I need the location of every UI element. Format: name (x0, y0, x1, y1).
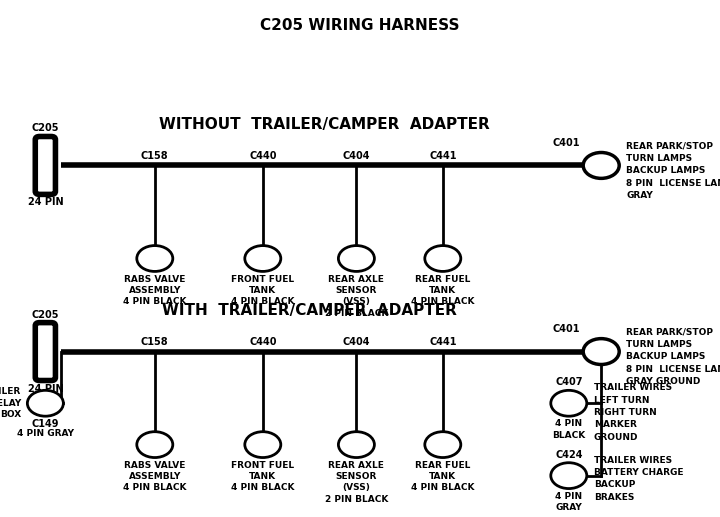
Text: REAR PARK/STOP: REAR PARK/STOP (626, 327, 714, 337)
Circle shape (245, 432, 281, 458)
Text: WITH  TRAILER/CAMPER  ADAPTER: WITH TRAILER/CAMPER ADAPTER (162, 302, 457, 318)
Text: FRONT FUEL: FRONT FUEL (231, 461, 294, 469)
Text: REAR AXLE: REAR AXLE (328, 275, 384, 283)
Text: REAR PARK/STOP: REAR PARK/STOP (626, 141, 714, 150)
Text: BLACK: BLACK (552, 431, 585, 439)
Circle shape (425, 432, 461, 458)
Text: 4 PIN BLACK: 4 PIN BLACK (123, 483, 186, 492)
Text: RABS VALVE: RABS VALVE (124, 275, 186, 283)
Circle shape (338, 432, 374, 458)
Circle shape (551, 390, 587, 416)
Text: BACKUP LAMPS: BACKUP LAMPS (626, 166, 706, 175)
Text: 4 PIN BLACK: 4 PIN BLACK (231, 483, 294, 492)
Text: GRAY: GRAY (626, 191, 653, 200)
Circle shape (27, 390, 63, 416)
Text: 4 PIN: 4 PIN (555, 419, 582, 428)
Circle shape (551, 463, 587, 489)
Text: TANK: TANK (429, 472, 456, 481)
Circle shape (137, 432, 173, 458)
Text: 2 PIN BLACK: 2 PIN BLACK (325, 309, 388, 317)
Text: 8 PIN  LICENSE LAMPS: 8 PIN LICENSE LAMPS (626, 178, 720, 188)
Text: (VSS): (VSS) (343, 297, 370, 306)
Text: BOX: BOX (0, 410, 22, 419)
Circle shape (245, 246, 281, 271)
Text: TANK: TANK (429, 286, 456, 295)
Text: 8 PIN  LICENSE LAMPS: 8 PIN LICENSE LAMPS (626, 364, 720, 374)
Circle shape (583, 153, 619, 178)
Text: BACKUP: BACKUP (594, 480, 635, 490)
Text: WITHOUT  TRAILER/CAMPER  ADAPTER: WITHOUT TRAILER/CAMPER ADAPTER (158, 116, 490, 132)
Text: GRAY GROUND: GRAY GROUND (626, 377, 701, 386)
Text: TANK: TANK (249, 472, 276, 481)
Text: 4 PIN: 4 PIN (555, 492, 582, 500)
FancyBboxPatch shape (35, 136, 55, 194)
Circle shape (137, 246, 173, 271)
Text: 4 PIN GRAY: 4 PIN GRAY (17, 429, 74, 437)
Text: SENSOR: SENSOR (336, 286, 377, 295)
Text: C205: C205 (32, 124, 59, 133)
Text: 24 PIN: 24 PIN (27, 384, 63, 393)
Text: C441: C441 (429, 338, 456, 347)
Text: 4 PIN BLACK: 4 PIN BLACK (123, 297, 186, 306)
Text: REAR FUEL: REAR FUEL (415, 275, 470, 283)
Text: C401: C401 (552, 139, 580, 148)
Text: BACKUP LAMPS: BACKUP LAMPS (626, 352, 706, 361)
Text: GRAY: GRAY (555, 503, 582, 512)
Text: ASSEMBLY: ASSEMBLY (129, 472, 181, 481)
Text: BATTERY CHARGE: BATTERY CHARGE (594, 468, 683, 477)
Text: C401: C401 (552, 325, 580, 334)
Text: 4 PIN BLACK: 4 PIN BLACK (411, 297, 474, 306)
Text: TRAILER: TRAILER (0, 387, 22, 397)
Text: LEFT TURN: LEFT TURN (594, 396, 649, 405)
Text: TURN LAMPS: TURN LAMPS (626, 154, 693, 163)
Text: 24 PIN: 24 PIN (27, 197, 63, 207)
Text: MARKER: MARKER (594, 420, 637, 430)
Text: FRONT FUEL: FRONT FUEL (231, 275, 294, 283)
Text: C205: C205 (32, 310, 59, 320)
Text: C440: C440 (249, 338, 276, 347)
Text: REAR FUEL: REAR FUEL (415, 461, 470, 469)
Text: ASSEMBLY: ASSEMBLY (129, 286, 181, 295)
Text: RIGHT TURN: RIGHT TURN (594, 408, 657, 417)
Text: 4 PIN BLACK: 4 PIN BLACK (411, 483, 474, 492)
Text: SENSOR: SENSOR (336, 472, 377, 481)
FancyBboxPatch shape (35, 323, 55, 381)
Text: C158: C158 (141, 338, 168, 347)
Text: GROUND: GROUND (594, 433, 639, 442)
Text: C404: C404 (343, 151, 370, 161)
Text: TRAILER WIRES: TRAILER WIRES (594, 455, 672, 465)
Text: C149: C149 (32, 419, 59, 429)
Text: BRAKES: BRAKES (594, 493, 634, 502)
Text: TANK: TANK (249, 286, 276, 295)
Text: C440: C440 (249, 151, 276, 161)
Text: 2 PIN BLACK: 2 PIN BLACK (325, 495, 388, 504)
Text: REAR AXLE: REAR AXLE (328, 461, 384, 469)
Circle shape (425, 246, 461, 271)
Text: C158: C158 (141, 151, 168, 161)
Text: 4 PIN BLACK: 4 PIN BLACK (231, 297, 294, 306)
Text: TRAILER WIRES: TRAILER WIRES (594, 383, 672, 392)
Text: TURN LAMPS: TURN LAMPS (626, 340, 693, 349)
Text: C205 WIRING HARNESS: C205 WIRING HARNESS (260, 18, 460, 33)
Text: C407: C407 (555, 377, 582, 387)
Text: RABS VALVE: RABS VALVE (124, 461, 186, 469)
Text: RELAY: RELAY (0, 399, 22, 408)
Circle shape (583, 339, 619, 364)
Text: C404: C404 (343, 338, 370, 347)
Text: (VSS): (VSS) (343, 483, 370, 492)
Text: C424: C424 (555, 450, 582, 460)
Text: C441: C441 (429, 151, 456, 161)
Circle shape (338, 246, 374, 271)
